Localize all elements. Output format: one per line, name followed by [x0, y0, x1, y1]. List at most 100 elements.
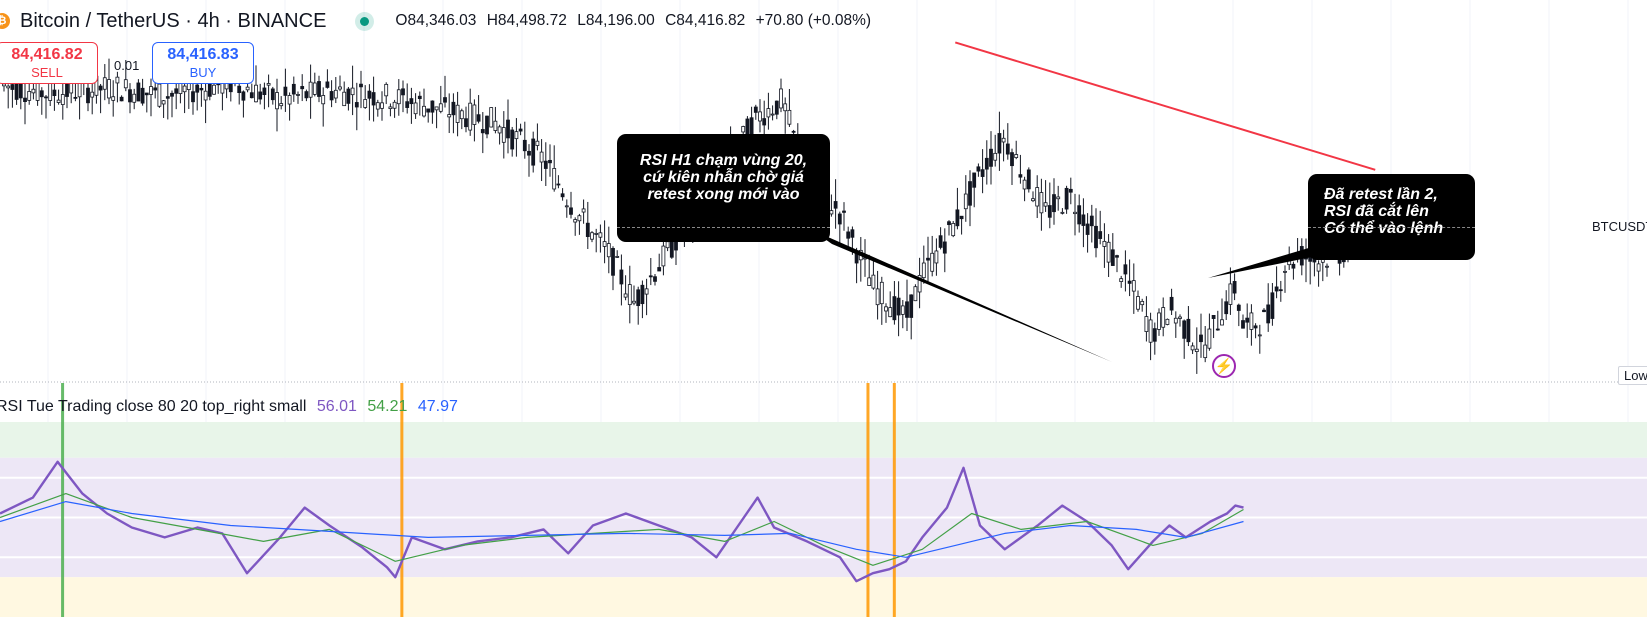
candle-body [14, 82, 19, 100]
candle-body [741, 126, 746, 133]
signal-marker [892, 383, 896, 617]
candle-body [1148, 319, 1153, 343]
candle-body [510, 129, 515, 150]
candle-body [115, 76, 120, 84]
candle-body [111, 96, 116, 101]
candle-body [1140, 300, 1145, 306]
candle-body [422, 105, 426, 117]
candle-body [1060, 211, 1065, 214]
candle-body [438, 103, 443, 112]
candle-body [1190, 345, 1195, 351]
candle-body [842, 210, 846, 213]
candle-body [1236, 304, 1241, 311]
symbol-title[interactable]: Bitcoin / TetherUS · 4h · BINANCE [20, 9, 327, 32]
candle-body [493, 120, 498, 131]
candle-body [60, 94, 65, 105]
candle-body [31, 88, 36, 94]
candle-body [1081, 214, 1086, 226]
candle-body [1131, 280, 1136, 292]
rsi-value: 56.01 [316, 398, 357, 415]
candle-body [506, 119, 510, 139]
candle-body [779, 88, 783, 109]
candle-body [980, 169, 985, 177]
candle-body [388, 106, 393, 110]
rsi-lines [0, 460, 1244, 583]
candle-body [632, 300, 636, 304]
candle-body [468, 102, 473, 131]
candle-body [892, 296, 897, 321]
candle-body [1098, 231, 1103, 239]
candle-body [144, 92, 149, 96]
candle-body [1203, 344, 1208, 359]
candle-body [23, 97, 27, 102]
candle-body [762, 118, 767, 126]
candle-body [350, 87, 355, 96]
high-value: H84,498.72 [486, 12, 567, 29]
candle-body [984, 157, 989, 170]
candle-body [594, 232, 599, 235]
candle-body [1106, 241, 1111, 263]
candle-body [182, 85, 187, 93]
callout-right-line: Có thể vào lệnh [1324, 220, 1444, 237]
candle-body [674, 241, 678, 251]
candle-body [921, 262, 926, 279]
candle-body [619, 269, 624, 285]
rsi-legend[interactable]: RSI Tue Trading close 80 20 top_right sm… [0, 398, 458, 416]
candle-body [1325, 265, 1329, 268]
candle-body [1022, 179, 1027, 190]
candle-body [564, 205, 569, 208]
candle-body [900, 305, 905, 315]
callout-left-line: RSI H1 chạm vùng 20, [639, 152, 808, 169]
candle-body [1207, 328, 1212, 349]
buy-button[interactable]: 84,416.83 BUY [152, 42, 254, 84]
candle-body [165, 96, 170, 99]
sell-button[interactable]: 84,416.82 SELL [0, 42, 98, 84]
candle-body [1005, 143, 1010, 155]
buy-price: 84,416.83 [167, 46, 239, 63]
candle-body [1127, 280, 1132, 284]
candle-body [312, 82, 317, 95]
candle-body [132, 93, 137, 103]
candle-body [829, 210, 834, 215]
candle-body [1283, 270, 1287, 273]
candle-body [447, 114, 452, 118]
candle-body [787, 109, 792, 125]
callout-right-divider [1308, 227, 1475, 228]
candle-body [459, 110, 464, 120]
callout-left[interactable]: RSI H1 chạm vùng 20, cứ kiên nhẫn chờ gi… [617, 134, 830, 242]
candle-body [1161, 307, 1166, 328]
candle-body [522, 139, 527, 152]
candle-body [48, 82, 53, 101]
low-tag: Low [1618, 366, 1647, 385]
candle-body [548, 159, 552, 164]
candle-body [464, 118, 468, 128]
lightning-icon[interactable]: ⚡ [1212, 354, 1236, 378]
candle-body [321, 95, 326, 105]
candle-body [207, 82, 212, 97]
rsi-line [0, 460, 1244, 583]
candle-body [266, 83, 271, 86]
candle-body [854, 253, 859, 264]
candle-body [371, 92, 376, 106]
candle-body [375, 102, 380, 110]
candle-body [947, 221, 951, 226]
candle-body [972, 172, 977, 188]
candle-body [1018, 174, 1023, 178]
candle-body [1224, 301, 1229, 315]
candle-body [249, 92, 254, 99]
candle-body [934, 250, 939, 264]
candle-body [86, 87, 90, 104]
candle-body [325, 81, 330, 88]
candle-body [430, 100, 435, 113]
candle-body [136, 82, 141, 102]
trend-line[interactable] [954, 41, 1376, 171]
callout-right[interactable]: Đã retest lần 2, RSI đã cắt lên Có thể v… [1308, 174, 1475, 260]
sell-label: SELL [31, 65, 63, 80]
candle-body [1178, 316, 1182, 319]
candle-body [896, 297, 901, 316]
candle-body [846, 231, 851, 239]
candle-body [535, 140, 540, 146]
candle-body [938, 235, 943, 248]
candle-body [884, 306, 888, 312]
